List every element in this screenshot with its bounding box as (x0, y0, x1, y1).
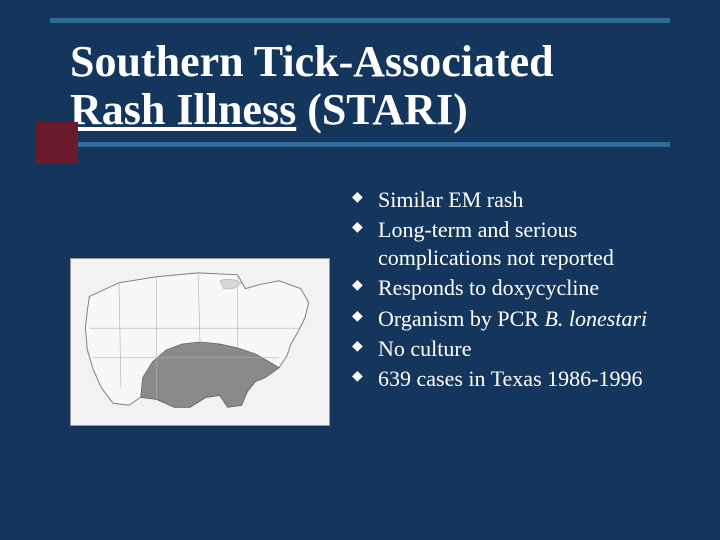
decorative-accent-square (36, 122, 78, 164)
us-map-svg (71, 259, 329, 425)
bullet-text: Long-term and serious complications not … (378, 217, 614, 270)
list-item: 639 cases in Texas 1986-1996 (352, 365, 692, 393)
list-item: Responds to doxycycline (352, 274, 692, 302)
title-line1: Southern Tick-Associated (70, 37, 554, 86)
title-line2-suffix: (STARI) (296, 85, 468, 134)
title-text: Southern Tick-Associated Rash Illness (S… (70, 38, 670, 135)
title-line2-underlined: Rash Illness (70, 85, 296, 134)
list-item: Similar EM rash (352, 186, 692, 214)
bullet-text: 639 cases in Texas 1986-1996 (378, 366, 642, 391)
decorative-under-line (78, 142, 670, 147)
bullet-list: Similar EM rash Long-term and serious co… (352, 186, 692, 395)
list-item: Organism by PCR B. lonestari (352, 305, 692, 333)
bullet-text: No culture (378, 336, 471, 361)
slide-title: Southern Tick-Associated Rash Illness (S… (70, 38, 670, 135)
decorative-top-line (50, 18, 670, 23)
bullet-text: Similar EM rash (378, 187, 523, 212)
us-map-image (70, 258, 330, 426)
list-item: No culture (352, 335, 692, 363)
list-item: Long-term and serious complications not … (352, 216, 692, 272)
bullet-text: Organism by PCR B. lonestari (378, 306, 647, 331)
bullet-text: Responds to doxycycline (378, 275, 599, 300)
